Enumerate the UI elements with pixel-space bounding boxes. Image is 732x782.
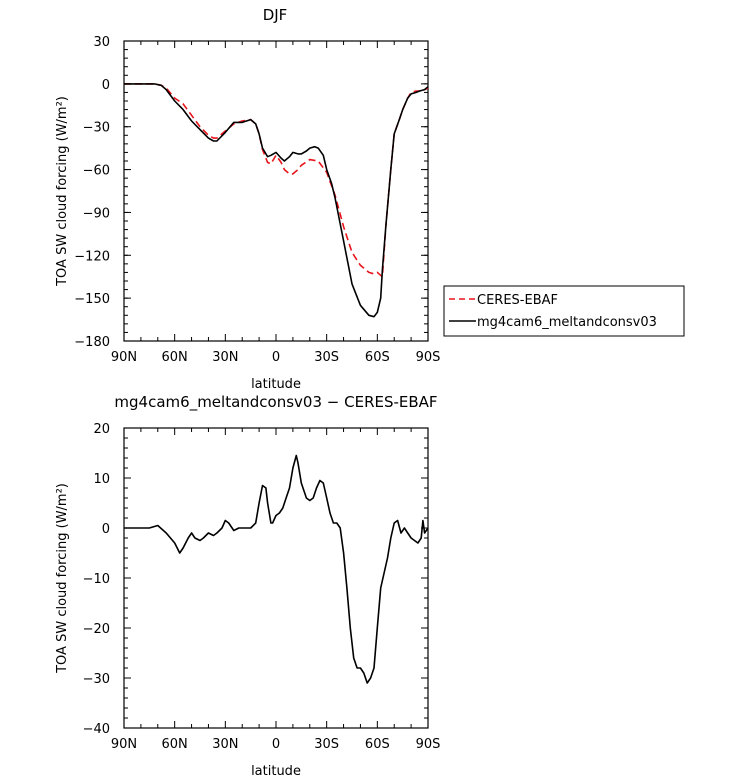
y-tick-label: −20: [83, 622, 110, 637]
chart-difference: mg4cam6_meltandconsv03 − CERES-EBAF 90N 6…: [55, 393, 440, 779]
plot-frame: [123, 40, 429, 342]
axis-ticks: 90N 60N 30N 0 30S 60S 90S 30 0 −30 −60 −90 −120 −150 −…: [74, 35, 440, 365]
chart-title: DJF: [263, 6, 288, 24]
x-tick-label: 30N: [212, 737, 238, 752]
x-tick-label: 0: [272, 737, 280, 752]
x-tick-label: 30S: [314, 350, 339, 365]
y-axis-label-difference: TOA SW cloud forcing (W/m²): [55, 483, 70, 674]
x-axis-label-difference: latitude: [251, 764, 301, 779]
y-tick-label: −10: [83, 572, 110, 587]
legend: CERES-EBAF mg4cam6_meltandconsv03: [443, 285, 685, 337]
y-tick-label: −60: [83, 164, 110, 179]
legend-label-model: mg4cam6_meltandconsv03: [477, 315, 657, 330]
y-tick-label: −180: [74, 335, 110, 350]
x-tick-label: 90S: [416, 737, 441, 752]
legend-label-ceres: CERES-EBAF: [477, 293, 558, 308]
y-axis-label: TOA SW cloud forcing (W/m²): [55, 96, 70, 287]
axis-ticks-difference: 90N 60N 30N 0 30S 60S 90S 20 10 0 −10 −20 −30 −40: [83, 422, 441, 752]
series-line-ceres-ebaf: [124, 83, 429, 278]
y-tick-label: 0: [102, 522, 110, 537]
y-tick-label: −120: [74, 249, 110, 264]
y-tick-label: −30: [83, 121, 110, 136]
y-tick-label: 10: [93, 472, 110, 487]
x-tick-label: 60N: [162, 737, 188, 752]
y-tick-label: −90: [83, 206, 110, 221]
y-tick-label: −150: [74, 292, 110, 307]
x-tick-label: 0: [272, 350, 280, 365]
x-tick-label: 60N: [162, 350, 188, 365]
y-tick-label: 30: [93, 35, 110, 50]
series-line-mg4cam6-meltandconsv03: [124, 83, 429, 318]
x-axis-label: latitude: [251, 377, 301, 392]
y-tick-label: −30: [83, 672, 110, 687]
series-lines-difference: [124, 454, 429, 684]
y-tick-label: 20: [93, 422, 110, 437]
x-tick-label: 30S: [314, 737, 339, 752]
x-tick-label: 90N: [111, 350, 137, 365]
y-tick-label: −40: [83, 722, 110, 737]
x-tick-label: 60S: [365, 737, 390, 752]
x-tick-label: 90N: [111, 737, 137, 752]
x-tick-label: 60S: [365, 350, 390, 365]
y-tick-label: 0: [102, 78, 110, 93]
chart-title-difference: mg4cam6_meltandconsv03 − CERES-EBAF: [114, 393, 437, 412]
x-tick-label: 90S: [416, 350, 441, 365]
series-line-difference: [124, 454, 429, 684]
legend-box: [443, 285, 685, 337]
chart-djf: DJF 90N 60N 30N 0 30S 60S 90S 30 0 −30 −60 −90 −120 −…: [55, 6, 685, 392]
series-lines: [124, 83, 429, 318]
x-tick-label: 30N: [212, 350, 238, 365]
